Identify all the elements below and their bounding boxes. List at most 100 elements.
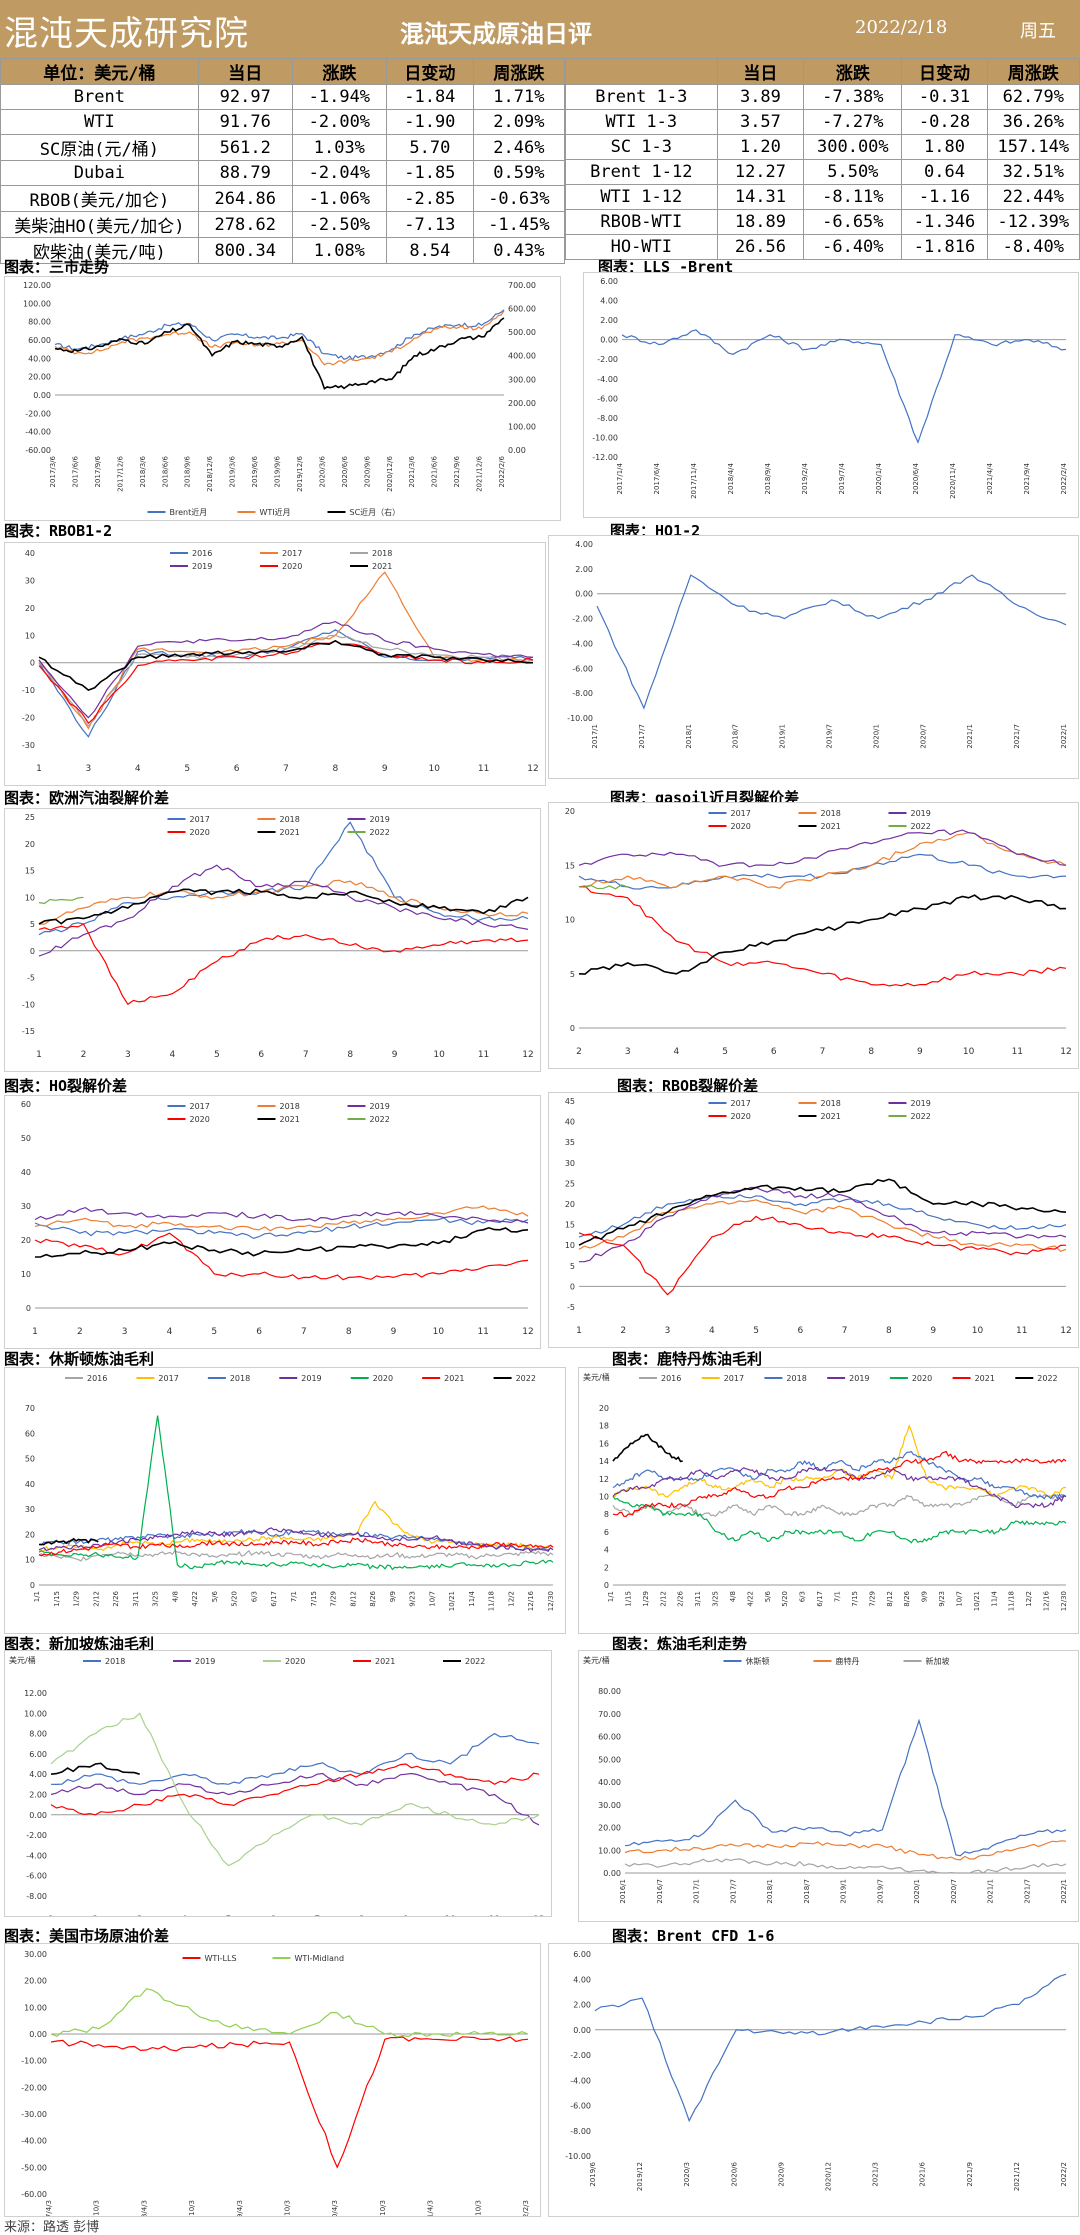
series-line — [38, 1537, 99, 1546]
legend-label: 2021 — [372, 562, 392, 571]
legend-label: 2018 — [280, 815, 300, 824]
x-tick-label: 11 — [478, 1050, 489, 1060]
series-line — [50, 2036, 529, 2169]
y-tick-label: 10 — [565, 1241, 575, 1250]
table-row: RBOB(美元/加仑) 264.86 -1.06% -2.85 -0.63% — [0, 185, 566, 212]
right-table-header-2: 涨跌 — [803, 58, 903, 85]
legend-label: 2018 — [230, 1374, 250, 1383]
y-tick-label: 18 — [599, 1422, 609, 1431]
y-tick-label: -5 — [27, 974, 35, 983]
chart-c14: 6.00 4.00 2.00 0.00 -2.00 -4.00 -6.00 -8.00 -10.… — [548, 1943, 1079, 2217]
chart-c5: 25 20 15 10 5 0 -5 -10 -15 1 2 3 4 5 6 7 8 9 10 11 12 2017 201… — [4, 808, 541, 1072]
x-tick-label: 2021/7 — [1023, 1879, 1031, 1904]
y-tick-label: -8.00 — [26, 1892, 47, 1901]
series-line — [594, 1973, 1067, 2123]
legend-label: 2021 — [280, 828, 300, 837]
x-tick-label: 8 — [333, 764, 339, 774]
y-tick-label: 70 — [25, 1404, 35, 1413]
x-tick-label: 3/11 — [132, 1591, 140, 1607]
series-line — [624, 1858, 1067, 1874]
x-tick-label: 3 — [86, 764, 92, 774]
chart-svg: 40 30 20 10 0 -10 -20 -30 1 3 4 5 6 7 8 9 10 11 12 2016 2017… — [22, 549, 539, 774]
chart-svg: 6.00 4.00 2.00 0.00 -2.00 -4.00 -6.00 -8.00 -10.… — [592, 277, 1068, 499]
chart-title: 图表：三市走势 — [4, 258, 110, 276]
y-tick-label: -6.00 — [26, 1872, 47, 1881]
x-tick-label: 2018/9/4 — [764, 462, 772, 494]
y-tick-label: 5 — [570, 1262, 575, 1271]
x-tick-label: 2021/3/6 — [408, 455, 416, 487]
left-table-row-label: Dubai — [0, 160, 199, 186]
chart-c9: 70 60 50 40 30 20 10 0 1/1 1/15 1/29 2/12 2/26 3/11 3/… — [4, 1367, 566, 1634]
x-tick-label: 5 — [184, 764, 190, 774]
x-tick-label: 9/9 — [389, 1591, 397, 1602]
legend-label: 鹿特丹 — [836, 1656, 860, 1666]
y-tick-label: 120.00 — [23, 281, 51, 290]
y-right-tick-label: 500.00 — [508, 328, 536, 337]
x-tick-label: 4 — [709, 1326, 715, 1336]
x-tick-label: 2017/6/6 — [71, 455, 79, 487]
table-row: RBOB-WTI 18.89 -6.65% -1.346 -12.39% — [565, 209, 1080, 235]
y-tick-label: 10.00 — [24, 2003, 47, 2012]
x-tick-label: 2019/12 — [636, 2162, 644, 2191]
x-tick-label: 2017/10/3 — [93, 2200, 101, 2216]
x-tick-label: 11 — [1012, 1047, 1023, 1057]
chart-svg: 80.00 70.00 60.00 50.00 40.00 30.00 20.00 10.00… — [583, 1655, 1068, 1904]
x-tick-label: 7/1 — [834, 1591, 842, 1602]
legend-label: 2017 — [731, 809, 751, 818]
y-tick-label: 2.00 — [29, 1791, 47, 1800]
x-tick-label: 2021/3 — [872, 2162, 880, 2187]
x-tick-label: 2021/7 — [1013, 724, 1021, 749]
series-line — [38, 620, 534, 719]
left-table-cell: 264.86 — [197, 185, 293, 212]
legend-label: 2020 — [373, 1374, 393, 1383]
left-table-cell: -2.50% — [291, 211, 387, 238]
y-tick-label: 0.00 — [575, 590, 593, 599]
series-line — [612, 1467, 1067, 1509]
x-tick-label: 12/30 — [1060, 1591, 1068, 1611]
y-tick-label: -50.00 — [21, 2163, 47, 2172]
left-table-header-0: 单位：美元/桶 — [0, 58, 199, 85]
chart-title: 图表：欧洲汽油裂解价差 — [4, 789, 170, 807]
y-right-tick-label: 100.00 — [508, 422, 536, 431]
y-tick-label: -2.00 — [572, 615, 593, 624]
series-line — [579, 1186, 1067, 1263]
chart-title: 图表：休斯顿炼油毛利 — [4, 1350, 155, 1368]
series-line — [578, 894, 1067, 975]
x-tick-label: 6 — [258, 1050, 264, 1060]
legend-label: 2018 — [821, 1099, 841, 1108]
chart-title: 图表：鹿特丹炼油毛利 — [612, 1350, 763, 1368]
right-table-header-4: 周涨跌 — [986, 58, 1080, 85]
legend-label: 2020 — [190, 828, 210, 837]
x-tick-label: 1 — [48, 1915, 54, 1916]
y-tick-label: 25 — [25, 813, 35, 822]
table-row: 美柴油HO(美元/加仑) 278.62 -2.50% -7.13 -1.45% — [0, 211, 566, 238]
x-tick-label: 1/1 — [33, 1591, 41, 1602]
series-line — [578, 1199, 1067, 1252]
y-tick-label: 30 — [25, 576, 35, 585]
left-table-row-label: 欧柴油(美元/吨) — [0, 237, 199, 264]
x-tick-label: 2017/11/4 — [690, 462, 698, 498]
y-tick-label: 30.00 — [24, 1950, 47, 1959]
left-table-cell: 2.46% — [472, 134, 566, 161]
x-tick-label: 11/4 — [468, 1590, 476, 1606]
y-tick-label: 10 — [25, 893, 35, 902]
y-tick-label: -10.00 — [21, 2057, 47, 2066]
series-line — [34, 1206, 529, 1224]
series-line — [38, 634, 534, 727]
right-table-cell: -0.31 — [901, 84, 988, 110]
x-tick-label: 6 — [256, 1327, 262, 1337]
series-line — [38, 1537, 554, 1557]
table-row: 欧柴油(美元/吨) 800.34 1.08% 8.54 0.43% — [0, 237, 566, 264]
x-tick-label: 10/21 — [448, 1591, 456, 1611]
y-tick-label: -8.00 — [597, 414, 618, 423]
left-table-cell: 8.54 — [385, 237, 474, 264]
left-table-header-1: 当日 — [197, 58, 293, 85]
series-line — [621, 329, 1067, 444]
y-tick-label: 0 — [30, 947, 35, 956]
x-tick-label: 2021/1 — [966, 724, 974, 749]
right-table-row-label: WTI 1-12 — [565, 184, 718, 210]
x-tick-label: 8/26 — [369, 1590, 377, 1606]
x-tick-label: 7/29 — [330, 1591, 338, 1607]
y-tick-label: 12 — [599, 1475, 609, 1484]
x-tick-label: 6/17 — [270, 1591, 278, 1607]
